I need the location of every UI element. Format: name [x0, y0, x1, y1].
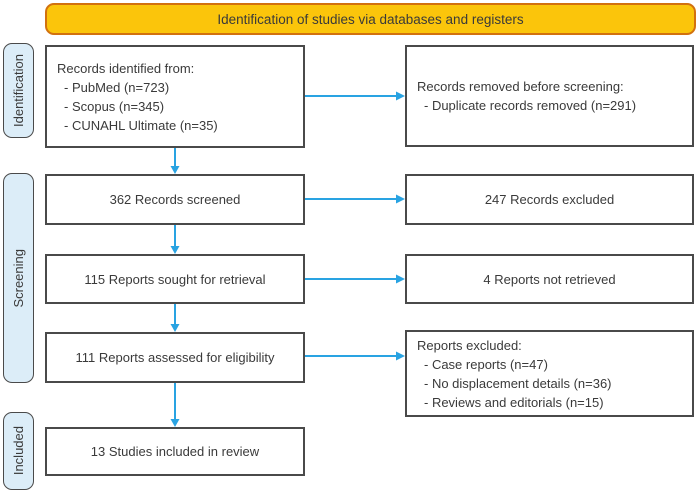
box-reports-excluded-item: - No displacement details (n=36) [424, 375, 612, 391]
arrow-assessed-to-included [170, 383, 180, 427]
stage-label-included: Included [3, 412, 34, 490]
arrow-screened-to-sought [170, 225, 180, 254]
arrow-assessed-to-reportsexcluded [305, 351, 405, 361]
arrow-identified-to-removed [305, 91, 405, 101]
stage-label-included-text: Included [11, 426, 26, 476]
box-reports-not-retrieved: 4 Reports not retrieved [405, 254, 694, 304]
stage-label-identification-text: Identification [11, 54, 26, 127]
box-reports-excluded-title: Reports excluded: [417, 337, 522, 353]
box-records-identified-item: - CUNAHL Ultimate (n=35) [64, 117, 218, 133]
box-studies-included: 13 Studies included in review [45, 427, 305, 476]
arrow-sought-to-notretrieved [305, 274, 405, 284]
stage-label-screening-text: Screening [11, 248, 26, 308]
box-reports-excluded-item: - Reviews and editorials (n=15) [424, 394, 604, 410]
stage-label-screening: Screening [3, 173, 34, 383]
box-records-excluded-label: 247 Records excluded [484, 192, 615, 207]
box-reports-excluded: Reports excluded: - Case reports (n=47) … [405, 330, 694, 417]
box-records-screened: 362 Records screened [45, 174, 305, 225]
banner: Identification of studies via databases … [45, 3, 696, 35]
box-records-removed-item: - Duplicate records removed (n=291) [424, 98, 637, 113]
box-records-identified-item: - Scopus (n=345) [64, 98, 165, 114]
box-records-identified-title: Records identified from: [57, 60, 195, 76]
box-reports-sought-label: 115 Reports sought for retrieval [84, 271, 266, 287]
box-reports-excluded-item: - Case reports (n=47) [424, 356, 548, 372]
arrow-identified-to-screened [170, 148, 180, 174]
box-records-screened-label: 362 Records screened [109, 192, 241, 207]
arrow-screened-to-excluded [305, 194, 405, 204]
box-reports-assessed-label: 111 Reports assessed for eligibility [75, 350, 275, 365]
box-records-identified: Records identified from: - PubMed (n=723… [45, 45, 305, 148]
box-records-removed-title: Records removed before screening: [417, 79, 624, 94]
box-records-removed: Records removed before screening: - Dupl… [405, 45, 694, 147]
box-studies-included-label: 13 Studies included in review [90, 444, 260, 459]
box-reports-not-retrieved-label: 4 Reports not retrieved [483, 271, 616, 287]
box-records-identified-item: - PubMed (n=723) [64, 79, 170, 95]
box-reports-sought: 115 Reports sought for retrieval [45, 254, 305, 304]
arrow-sought-to-assessed [170, 304, 180, 332]
stage-label-identification: Identification [3, 43, 34, 138]
banner-title: Identification of studies via databases … [217, 11, 524, 27]
box-records-excluded: 247 Records excluded [405, 174, 694, 225]
box-reports-assessed: 111 Reports assessed for eligibility [45, 332, 305, 383]
